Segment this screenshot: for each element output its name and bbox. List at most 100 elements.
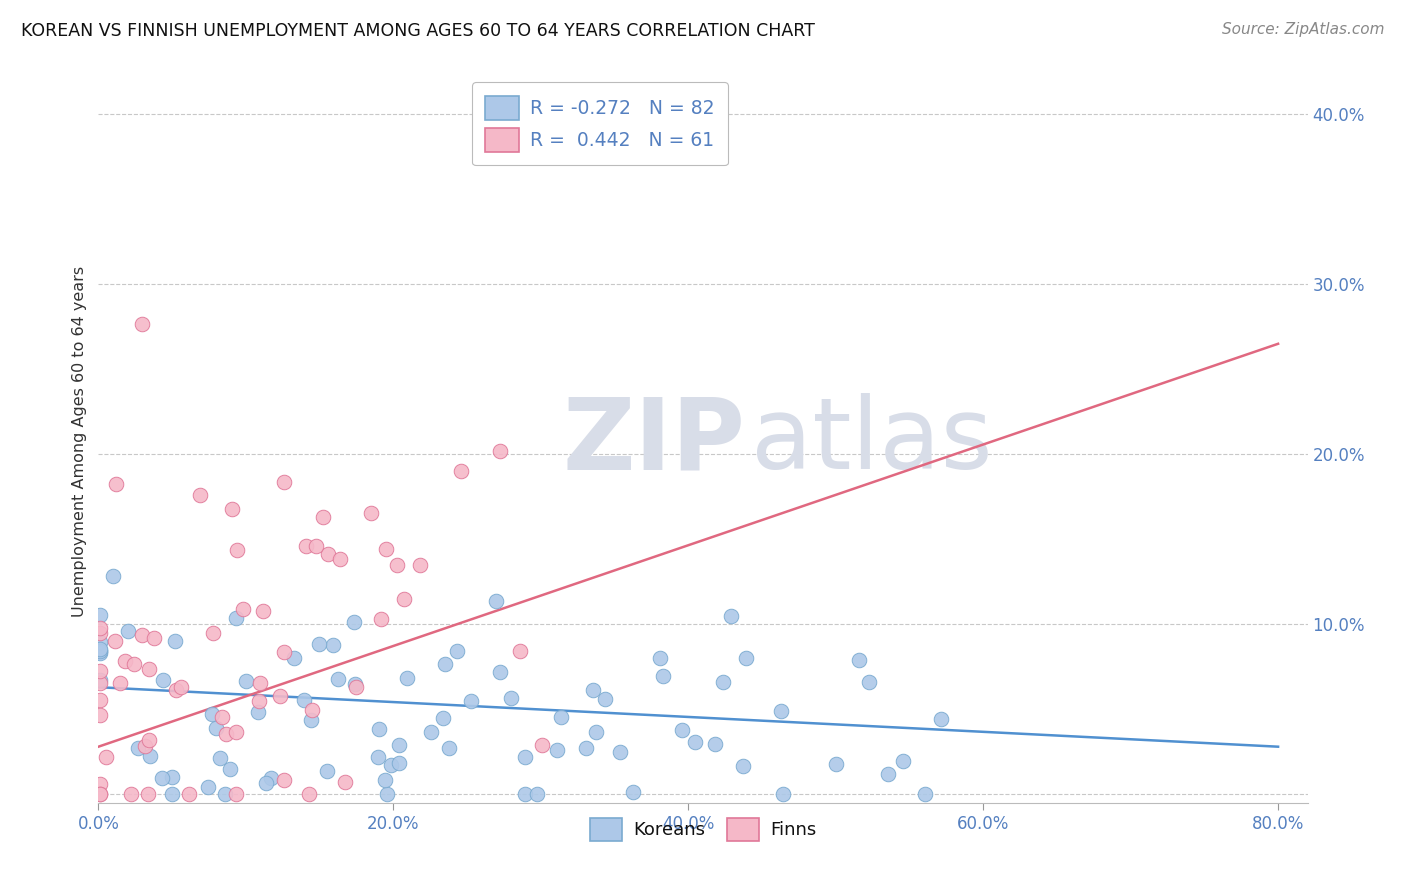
Point [460, 693, 482, 707]
Point [89, 787, 111, 801]
Point [304, 539, 326, 553]
Point [269, 689, 291, 703]
Point [298, 787, 321, 801]
Point [89, 787, 111, 801]
Point [485, 594, 508, 608]
Point [316, 547, 339, 561]
Point [489, 444, 512, 458]
Point [914, 787, 936, 801]
Point [104, 634, 127, 648]
Point [177, 787, 200, 801]
Point [609, 745, 631, 759]
Point [131, 628, 153, 642]
Point [202, 626, 225, 640]
Point [370, 612, 392, 626]
Point [170, 681, 193, 695]
Point [546, 743, 568, 757]
Point [89, 644, 111, 658]
Point [301, 703, 323, 717]
Point [419, 724, 441, 739]
Point [652, 669, 675, 683]
Point [526, 787, 548, 801]
Point [94, 749, 117, 764]
Point [360, 506, 382, 520]
Point [295, 539, 318, 553]
Point [328, 673, 350, 687]
Point [380, 757, 402, 772]
Point [211, 710, 233, 724]
Point [876, 766, 898, 780]
Point [734, 651, 756, 665]
Point [165, 683, 187, 698]
Point [89, 664, 111, 678]
Point [343, 676, 366, 690]
Point [770, 704, 793, 718]
Point [108, 676, 131, 690]
Point [375, 542, 398, 557]
Point [432, 711, 454, 725]
Point [731, 759, 754, 773]
Point [488, 665, 510, 680]
Point [395, 671, 418, 685]
Point [254, 776, 277, 790]
Point [89, 673, 111, 687]
Point [221, 502, 243, 516]
Point [333, 774, 356, 789]
Point [120, 787, 142, 801]
Point [713, 675, 735, 690]
Point [367, 750, 389, 764]
Point [367, 722, 389, 736]
Text: ZIP: ZIP [562, 393, 745, 490]
Point [385, 558, 408, 572]
Point [344, 681, 367, 695]
Text: atlas: atlas [751, 393, 993, 490]
Point [249, 675, 271, 690]
Point [89, 642, 111, 657]
Point [931, 712, 953, 726]
Point [214, 787, 236, 801]
Point [575, 741, 598, 756]
Point [582, 682, 605, 697]
Point [858, 675, 880, 690]
Point [117, 624, 139, 638]
Point [433, 657, 456, 671]
Point [208, 751, 231, 765]
Point [152, 673, 174, 687]
Text: KOREAN VS FINNISH UNEMPLOYMENT AMONG AGES 60 TO 64 YEARS CORRELATION CHART: KOREAN VS FINNISH UNEMPLOYMENT AMONG AGE… [21, 22, 815, 40]
Point [89, 708, 111, 723]
Point [205, 721, 228, 735]
Point [374, 772, 396, 787]
Point [252, 604, 274, 618]
Point [283, 651, 305, 665]
Point [215, 727, 238, 741]
Point [139, 749, 162, 764]
Point [273, 772, 295, 787]
Point [848, 653, 870, 667]
Point [131, 317, 153, 331]
Point [322, 638, 344, 652]
Point [292, 693, 315, 707]
Point [437, 740, 460, 755]
Point [138, 662, 160, 676]
Point [89, 635, 111, 649]
Point [218, 762, 240, 776]
Point [720, 608, 742, 623]
Point [247, 694, 270, 708]
Point [200, 707, 222, 722]
Point [89, 643, 111, 657]
Point [772, 787, 794, 801]
Point [273, 475, 295, 489]
Point [197, 780, 219, 795]
Point [531, 738, 554, 752]
Point [392, 592, 415, 607]
Point [450, 464, 472, 478]
Point [509, 644, 531, 658]
Point [329, 552, 352, 566]
Y-axis label: Unemployment Among Ages 60 to 64 years: Unemployment Among Ages 60 to 64 years [72, 266, 87, 617]
Point [160, 787, 183, 801]
Point [188, 488, 211, 502]
Point [825, 757, 848, 772]
Point [260, 771, 283, 785]
Point [89, 777, 111, 791]
Point [165, 634, 187, 648]
